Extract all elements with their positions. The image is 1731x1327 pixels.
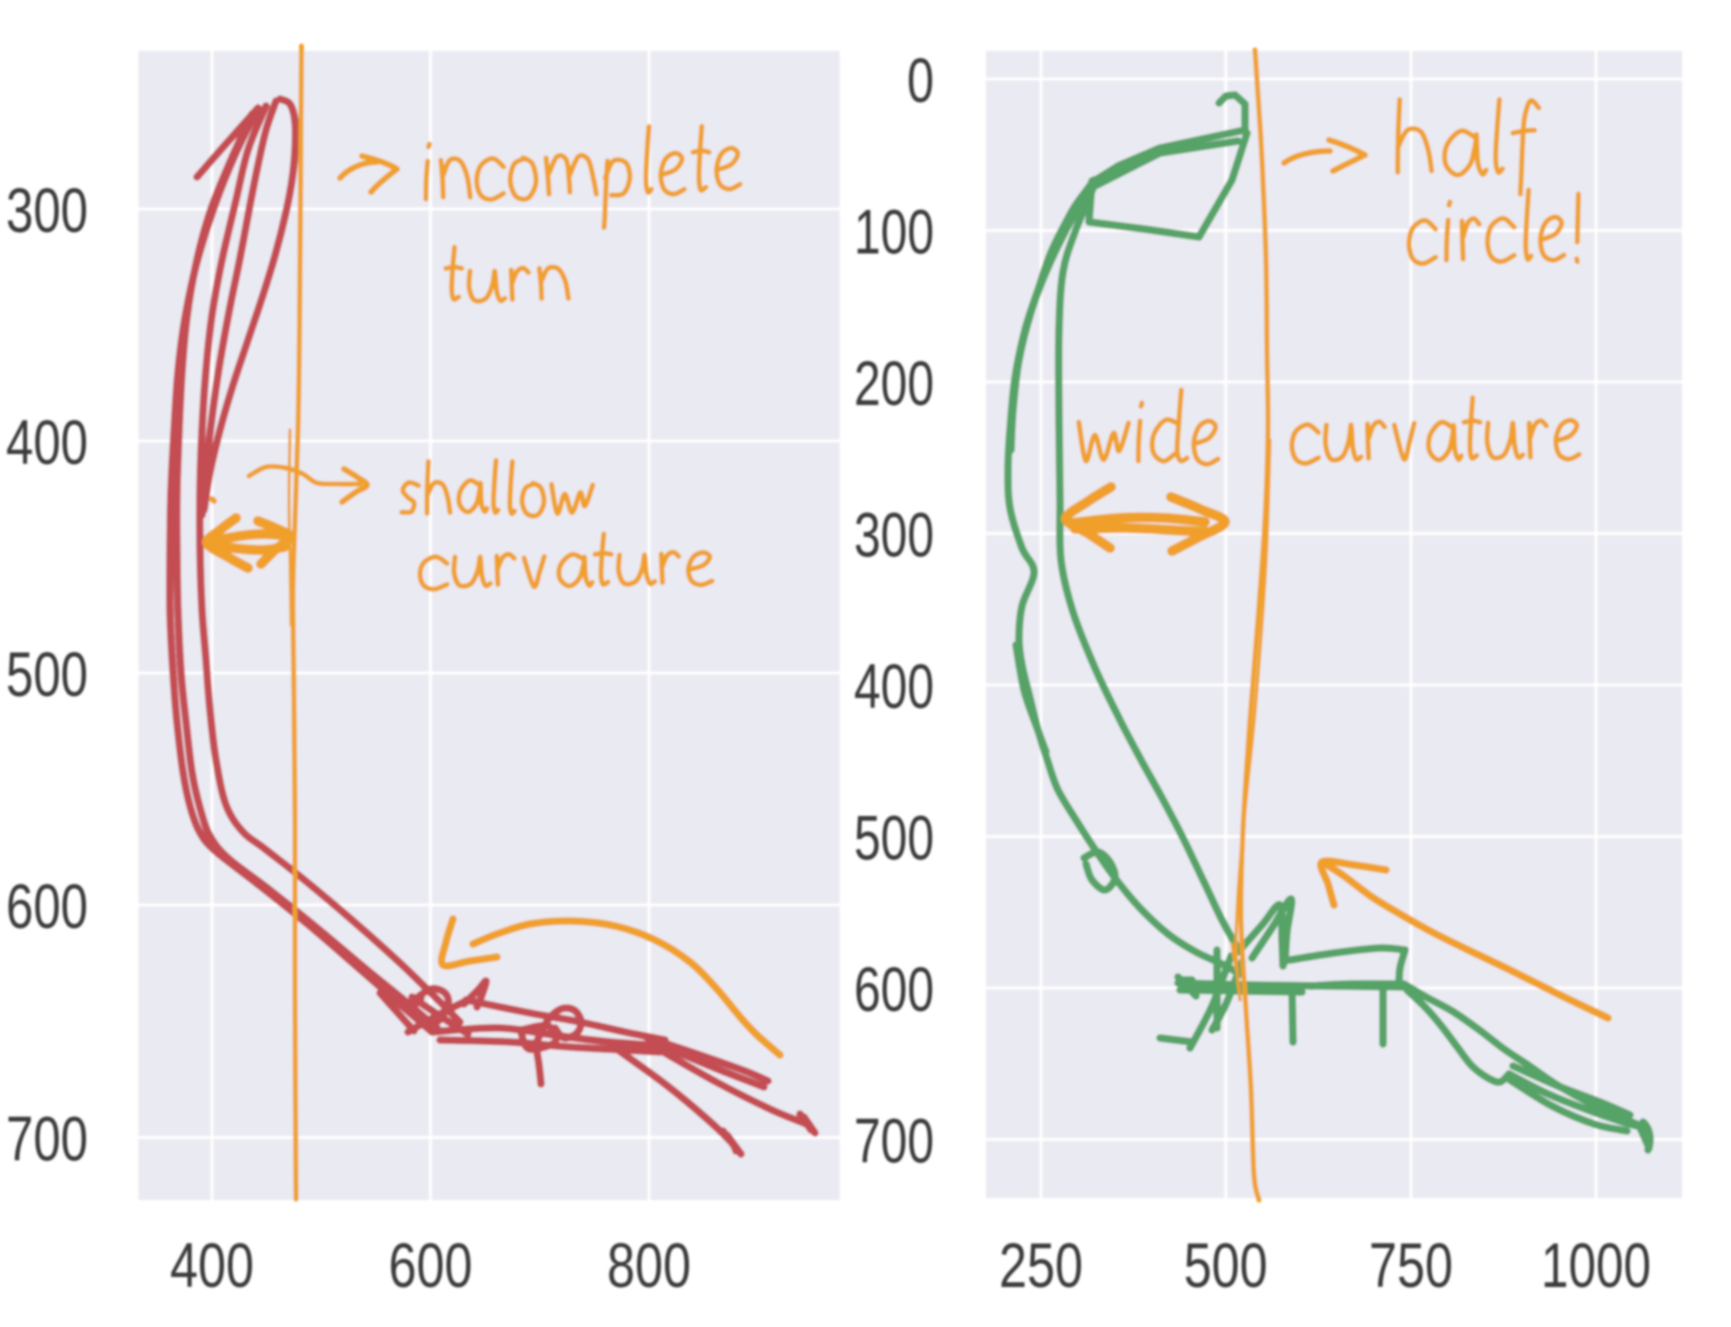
svg-text:700: 700 xyxy=(854,1107,934,1177)
svg-text:700: 700 xyxy=(6,1105,88,1175)
svg-text:400: 400 xyxy=(6,408,88,478)
svg-text:1000: 1000 xyxy=(1541,1231,1651,1301)
svg-text:800: 800 xyxy=(607,1231,691,1301)
svg-text:600: 600 xyxy=(854,955,934,1025)
svg-text:400: 400 xyxy=(854,652,934,722)
svg-text:100: 100 xyxy=(854,198,934,268)
svg-text:500: 500 xyxy=(6,640,88,710)
svg-text:200: 200 xyxy=(854,349,934,419)
svg-text:400: 400 xyxy=(170,1231,254,1301)
svg-text:250: 250 xyxy=(999,1231,1083,1301)
svg-text:500: 500 xyxy=(854,804,934,874)
svg-text:300: 300 xyxy=(6,176,88,246)
svg-text:0: 0 xyxy=(907,46,934,116)
svg-text:300: 300 xyxy=(854,501,934,571)
svg-text:750: 750 xyxy=(1369,1231,1453,1301)
svg-text:600: 600 xyxy=(389,1231,473,1301)
svg-text:600: 600 xyxy=(6,872,88,942)
svg-text:500: 500 xyxy=(1184,1231,1268,1301)
